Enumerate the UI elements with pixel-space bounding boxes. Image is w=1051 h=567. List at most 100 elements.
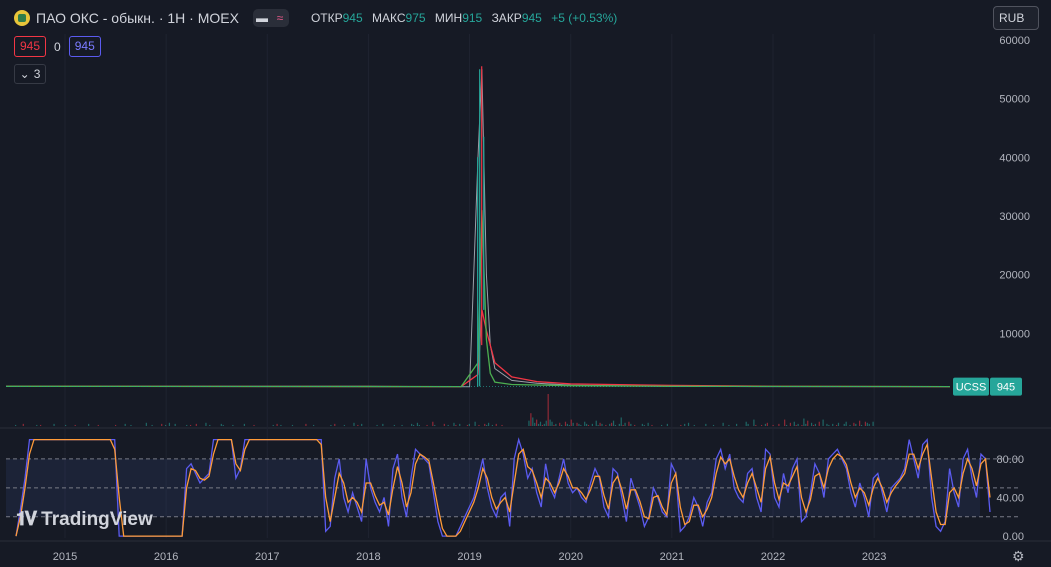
change-value: +5 (+0.53%) bbox=[551, 11, 618, 25]
axes: 10000 20000 30000 40000 50000 60000 2015 2016 20… bbox=[53, 35, 1030, 563]
volume-bar bbox=[361, 423, 363, 426]
low-value: 915 bbox=[462, 11, 483, 25]
volume-bar bbox=[810, 422, 813, 426]
high-label: МАКС bbox=[371, 11, 406, 25]
volume-bar bbox=[576, 422, 578, 426]
volume-bar bbox=[501, 424, 503, 426]
buy-sell-row: 945 0 945 bbox=[14, 36, 101, 57]
settings-gear-icon[interactable]: ⚙ bbox=[1012, 548, 1025, 564]
volume-bar bbox=[828, 424, 830, 426]
ohlc-values: ОТКР945 МАКС975 МИН915 ЗАКР945 +5 (+0.53… bbox=[305, 11, 617, 25]
volume-bar bbox=[651, 424, 653, 426]
volume-bar bbox=[551, 421, 553, 426]
buy-button[interactable]: 945 bbox=[68, 36, 101, 57]
volume-bar bbox=[712, 424, 715, 426]
volume-bar bbox=[434, 424, 436, 426]
company-logo-icon bbox=[14, 10, 30, 26]
volume-bar bbox=[595, 420, 597, 426]
volume-bar bbox=[418, 424, 420, 426]
time-axis-tick: 2018 bbox=[356, 551, 380, 563]
wave-icon[interactable]: ≈ bbox=[276, 11, 284, 25]
minus-icon[interactable]: ▬ bbox=[255, 11, 268, 25]
volume-bar bbox=[609, 423, 611, 426]
high-value: 975 bbox=[405, 11, 426, 25]
header-toggle[interactable]: ▬ ≈ bbox=[252, 9, 289, 27]
volume-bar bbox=[784, 419, 786, 426]
last-price-label: 945 bbox=[997, 382, 1015, 394]
volume-bar bbox=[411, 423, 413, 426]
volume-bar bbox=[22, 423, 24, 426]
tradingview-watermark: 𝟏𝐕 TradingView bbox=[16, 509, 153, 531]
volume-bar bbox=[797, 423, 799, 426]
volume-bar bbox=[618, 423, 620, 426]
volume-bar bbox=[555, 423, 557, 426]
volume-bar bbox=[561, 424, 563, 426]
volume-bar bbox=[40, 424, 42, 426]
volume-bar bbox=[393, 424, 395, 426]
volume-bar bbox=[443, 423, 445, 426]
volume-bar bbox=[453, 422, 455, 426]
volume-bar bbox=[722, 422, 724, 426]
time-axis-tick: 2015 bbox=[53, 551, 77, 563]
volume-bar bbox=[412, 424, 415, 426]
price-axis-tick: 40000 bbox=[999, 152, 1030, 164]
currency-button[interactable]: RUB bbox=[993, 6, 1039, 30]
volume-bar bbox=[532, 417, 534, 426]
volume-bar bbox=[807, 420, 809, 426]
volume-bar bbox=[755, 424, 757, 426]
volume-bar bbox=[53, 423, 55, 426]
volume-bar bbox=[728, 424, 730, 426]
spread-value: 0 bbox=[54, 39, 61, 54]
collapse-indicators-button[interactable]: ⌄ 3 bbox=[14, 64, 46, 84]
volume-bar bbox=[491, 424, 494, 426]
time-axis-tick: 2017 bbox=[255, 551, 279, 563]
sell-button[interactable]: 945 bbox=[14, 36, 47, 57]
volume-bar bbox=[766, 422, 768, 426]
volume-bar bbox=[747, 423, 749, 426]
volume-bar bbox=[805, 423, 807, 426]
series-stoch-d bbox=[15, 438, 991, 537]
tradingview-logo-icon: 𝟏𝐕 bbox=[16, 509, 37, 530]
volume-bar bbox=[772, 424, 774, 426]
volume-bar bbox=[174, 423, 176, 426]
close-value: 945 bbox=[521, 11, 542, 25]
symbol-title[interactable]: ПАО ОКС - обыкн. · 1Н · MOEX bbox=[36, 10, 239, 26]
low-label: МИН bbox=[434, 11, 463, 25]
volume-bar bbox=[357, 424, 359, 426]
volume-bar bbox=[130, 424, 132, 426]
volume-bar bbox=[795, 424, 797, 426]
time-axis-tick: 2016 bbox=[154, 551, 178, 563]
volume-bar bbox=[866, 422, 868, 426]
volume-bar bbox=[814, 423, 817, 426]
volume-bar bbox=[272, 424, 274, 426]
volume-bar bbox=[812, 424, 815, 426]
volume-bar bbox=[232, 424, 234, 426]
series-ma-red bbox=[5, 309, 951, 388]
volume-bar bbox=[222, 424, 224, 426]
volume-bar bbox=[189, 424, 192, 426]
volume-bar bbox=[605, 424, 607, 426]
price-axis-tick: 60000 bbox=[999, 35, 1030, 47]
volume-bar bbox=[843, 423, 845, 426]
volume-bar bbox=[124, 423, 126, 426]
volume-bar bbox=[680, 424, 682, 426]
time-axis-tick: 2021 bbox=[660, 551, 684, 563]
volume-bar bbox=[578, 423, 580, 426]
stoch-axis-tick: 40.00 bbox=[996, 493, 1024, 505]
volume-bar bbox=[693, 424, 695, 426]
chevron-down-icon: ⌄ bbox=[19, 67, 30, 81]
last-price-badge bbox=[990, 377, 1022, 396]
volume-bar bbox=[343, 424, 345, 426]
volume-bar bbox=[586, 423, 588, 426]
volume-bar bbox=[580, 424, 582, 426]
volume-bar bbox=[305, 423, 307, 426]
volume-bar bbox=[572, 422, 574, 426]
volume-bar bbox=[145, 422, 147, 426]
volume-bar bbox=[845, 421, 847, 426]
volume-bar bbox=[872, 421, 874, 426]
volume-bar bbox=[382, 423, 384, 426]
volume-bar bbox=[687, 422, 690, 426]
time-axis-tick: 2019 bbox=[457, 551, 481, 563]
volume-bar bbox=[566, 423, 569, 426]
